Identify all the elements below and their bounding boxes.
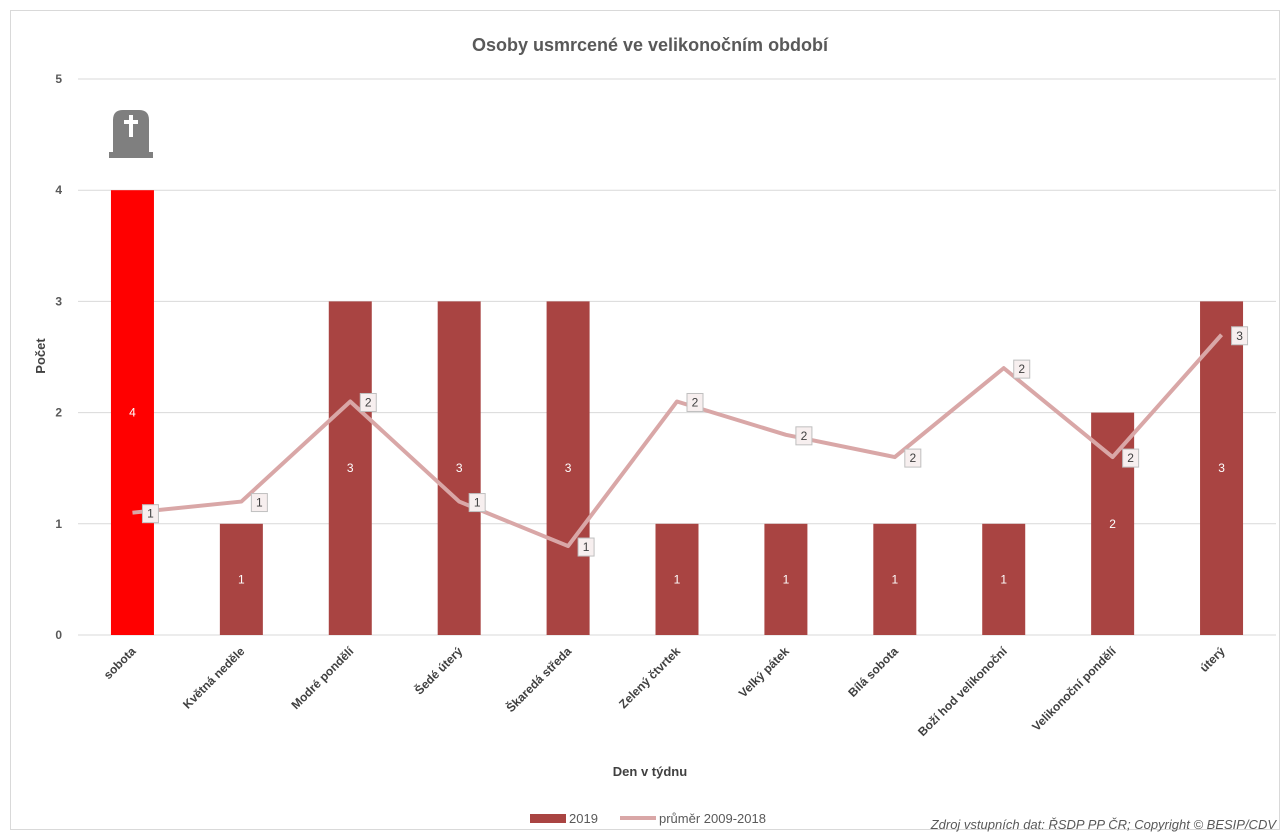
x-tick-label: Škaredá středa	[503, 643, 575, 715]
bar	[437, 301, 481, 635]
x-tick-label: úterý	[1197, 644, 1228, 675]
bar	[655, 523, 699, 635]
bar	[546, 301, 590, 635]
line-series-average: 1 1 2 1 1 2 2 2 2 2 3	[132, 326, 1249, 557]
legend-label-line: průměr 2009-2018	[659, 811, 766, 826]
line-data-label: 1	[474, 496, 481, 510]
bar-data-label: 3	[456, 461, 463, 475]
line-data-label: 2	[692, 395, 699, 409]
line-data-label: 3	[1236, 329, 1243, 343]
x-tick-label: Šedé úterý	[411, 643, 465, 697]
line-label-box	[686, 392, 704, 412]
y-tick-label: 1	[55, 517, 62, 531]
line-data-label: 2	[1018, 362, 1025, 376]
line-data-label: 2	[801, 429, 808, 443]
bar	[764, 523, 808, 635]
bar	[110, 190, 154, 635]
legend-swatch-bar	[530, 814, 566, 823]
y-tick-label: 3	[55, 294, 62, 308]
line-data-label: 1	[583, 540, 590, 554]
bar-data-label: 4	[129, 406, 136, 420]
bar-series-2019: 4 1 3 3 3 1 1 1 1 2 3	[110, 190, 1244, 635]
x-tick-label: Zelený čtvrtek	[616, 644, 683, 711]
bar-data-label: 1	[674, 572, 681, 586]
bar-data-label: 1	[238, 572, 245, 586]
line-label-box	[577, 537, 595, 557]
y-tick-label: 2	[55, 406, 62, 420]
bar-data-label: 3	[565, 461, 572, 475]
bar	[219, 523, 263, 635]
line-label-box	[250, 493, 268, 513]
x-axis-title: Den v týdnu	[613, 764, 687, 779]
line-label-box	[359, 392, 377, 412]
grid-lines	[78, 78, 1276, 636]
line-data-label: 2	[365, 395, 372, 409]
average-line	[132, 333, 1224, 549]
source-note: Zdroj vstupních dat: ŘSDP PP ČR; Copyrig…	[930, 817, 1278, 832]
line-data-label: 1	[147, 507, 154, 521]
line-label-box	[1122, 448, 1140, 468]
bar-data-label: 1	[1000, 572, 1007, 586]
bar-data-label: 2	[1109, 517, 1116, 531]
line-data-label: 2	[1127, 451, 1134, 465]
line-data-label: 2	[909, 451, 916, 465]
x-tick-label: Modré pondělí	[289, 644, 357, 712]
bar	[1200, 301, 1244, 635]
line-label-box	[1013, 359, 1031, 379]
x-tick-label: Velikonoční pondělí	[1029, 644, 1119, 734]
x-tick-label: Květná neděle	[180, 644, 248, 712]
tombstone-cross-icon	[109, 110, 153, 158]
x-tick-label: sobota	[101, 644, 139, 682]
bar-data-label: 1	[783, 572, 790, 586]
x-tick-label: Boží hod velikonoční	[915, 644, 1010, 739]
x-tick-label: Bílá sobota	[845, 644, 901, 700]
y-tick-labels: 0 1 2 3 4 5	[55, 72, 62, 642]
line-label-box	[1231, 326, 1249, 346]
bar	[982, 523, 1026, 635]
legend: 2019 průměr 2009-2018	[530, 811, 766, 826]
y-tick-label: 0	[55, 628, 62, 642]
line-data-label: 1	[256, 496, 263, 510]
y-tick-label: 5	[55, 72, 62, 86]
line-label-box	[141, 504, 159, 524]
legend-label-bar: 2019	[569, 811, 598, 826]
line-label-box	[904, 448, 922, 468]
bar	[873, 523, 917, 635]
bar-data-label: 3	[347, 461, 354, 475]
line-label-box	[795, 426, 813, 446]
bar-data-label: 3	[1218, 461, 1225, 475]
line-label-box	[468, 493, 486, 513]
chart-title: Osoby usmrcené ve velikonočním období	[472, 35, 829, 55]
bar-data-label: 1	[891, 572, 898, 586]
y-axis-title: Počet	[33, 338, 48, 374]
y-tick-label: 4	[55, 183, 62, 197]
bar	[328, 301, 372, 635]
x-tick-labels: sobota Květná neděle Modré pondělí Šedé úte…	[101, 643, 1228, 739]
x-tick-label: Velký pátek	[736, 644, 792, 700]
